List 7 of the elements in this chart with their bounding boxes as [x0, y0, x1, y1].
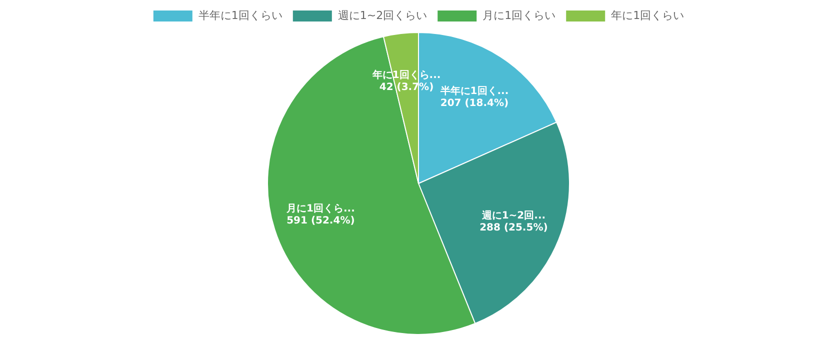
- legend-label: 年に1回くらい: [611, 8, 684, 22]
- legend-label: 半年に1回くらい: [198, 8, 282, 22]
- data-label: 半年に1回く... 207 (18.4%): [439, 85, 509, 110]
- legend-label: 週に1~2回くらい: [338, 8, 428, 22]
- legend-label: 月に1回くらい: [482, 8, 556, 22]
- data-label: 月に1回くら... 591 (52.4%): [286, 203, 355, 226]
- data-label: 週に1~2回... 288 (25.5%): [480, 210, 548, 234]
